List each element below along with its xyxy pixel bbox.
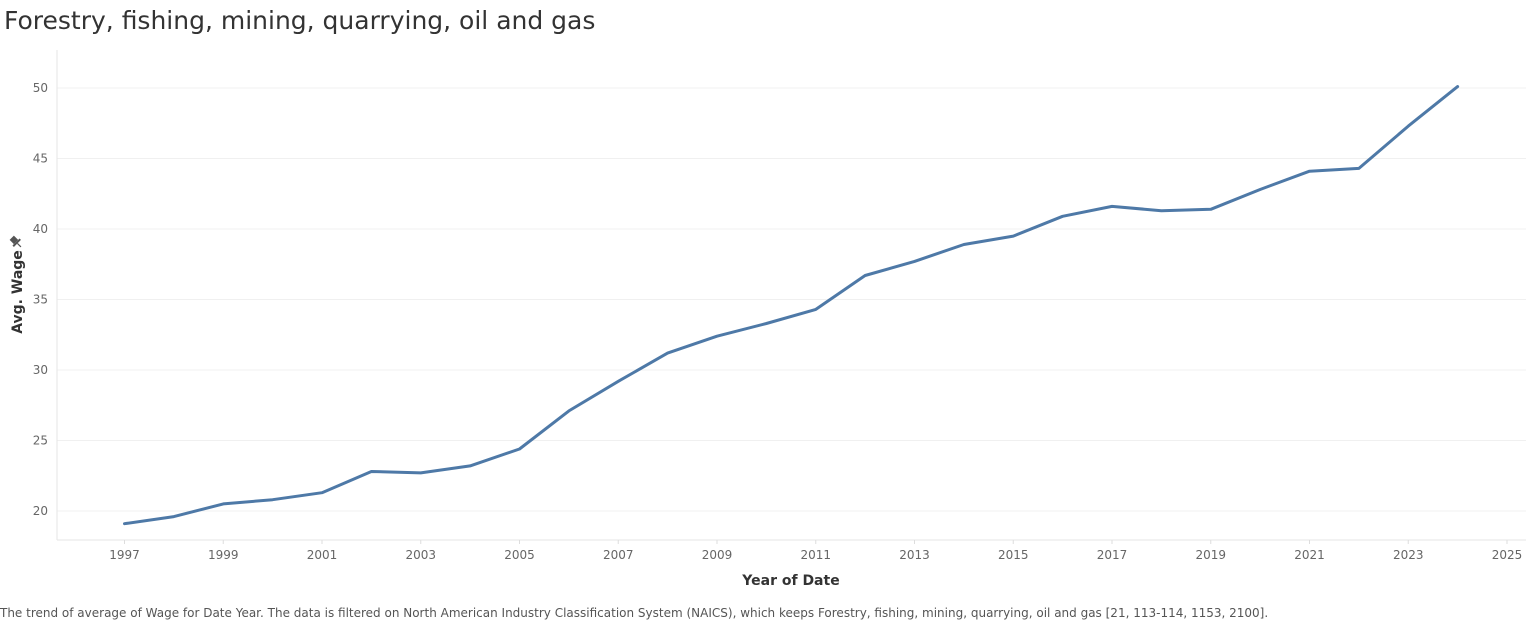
x-tick-label: 2019 (1195, 548, 1226, 562)
y-tick-label: 20 (33, 504, 48, 518)
data-point[interactable] (1108, 202, 1116, 210)
data-point[interactable] (1009, 232, 1017, 240)
data-point[interactable] (960, 241, 968, 249)
data-point[interactable] (1454, 83, 1462, 91)
x-tick-label: 2021 (1294, 548, 1325, 562)
y-tick-label: 35 (33, 293, 48, 307)
data-point[interactable] (269, 496, 277, 504)
chart-caption: The trend of average of Wage for Date Ye… (0, 606, 1269, 620)
x-tick-labels: 1997 1999 2001 2003 2005 2007 2009 2011 2013 2015… (109, 540, 1522, 562)
x-tick-label: 2023 (1393, 548, 1424, 562)
y-axis-title: Avg. Wage (10, 250, 26, 334)
x-tick-label: 1999 (208, 548, 239, 562)
x-tick-label: 2005 (504, 548, 535, 562)
y-tick-labels: 20 25 30 35 40 45 50 (33, 81, 48, 518)
x-tick-label: 2015 (998, 548, 1029, 562)
data-point[interactable] (1207, 205, 1215, 213)
data-point[interactable] (516, 445, 524, 453)
data-point[interactable] (861, 272, 869, 280)
x-axis-title: Year of Date (741, 573, 839, 589)
data-point[interactable] (219, 500, 227, 508)
data-point[interactable] (812, 305, 820, 313)
data-point[interactable] (1256, 186, 1264, 194)
grid-lines (57, 87, 1526, 512)
data-point[interactable] (417, 469, 425, 477)
data-point[interactable] (1306, 167, 1314, 175)
data-point[interactable] (170, 513, 178, 521)
x-tick-label: 2009 (702, 548, 733, 562)
chart-title: Forestry, fishing, mining, quarrying, oi… (4, 6, 596, 35)
y-tick-label: 45 (33, 152, 48, 166)
data-point[interactable] (318, 489, 326, 497)
x-tick-label: 2003 (405, 548, 436, 562)
data-point[interactable] (1355, 164, 1363, 172)
x-tick-label: 2001 (307, 548, 338, 562)
y-tick-label: 25 (33, 434, 48, 448)
x-tick-label: 1997 (109, 548, 140, 562)
data-point[interactable] (911, 257, 919, 265)
data-point[interactable] (367, 468, 375, 476)
series-group (121, 83, 1462, 528)
data-point[interactable] (664, 349, 672, 357)
data-point[interactable] (762, 319, 770, 327)
data-point[interactable] (1404, 122, 1412, 130)
x-tick-label: 2011 (800, 548, 831, 562)
x-tick-label: 2025 (1492, 548, 1523, 562)
data-point[interactable] (466, 462, 474, 470)
data-point[interactable] (713, 332, 721, 340)
y-tick-label: 50 (33, 81, 48, 95)
data-point[interactable] (121, 520, 129, 528)
y-tick-label: 30 (33, 363, 48, 377)
data-point[interactable] (1059, 212, 1067, 220)
data-point[interactable] (565, 407, 573, 415)
x-tick-label: 2007 (603, 548, 634, 562)
pin-icon[interactable] (8, 234, 24, 250)
series-line[interactable] (123, 85, 1460, 526)
data-point[interactable] (614, 377, 622, 385)
data-point[interactable] (1157, 207, 1165, 215)
y-tick-label: 40 (33, 222, 48, 236)
x-tick-label: 2013 (899, 548, 930, 562)
x-tick-label: 2017 (1097, 548, 1128, 562)
